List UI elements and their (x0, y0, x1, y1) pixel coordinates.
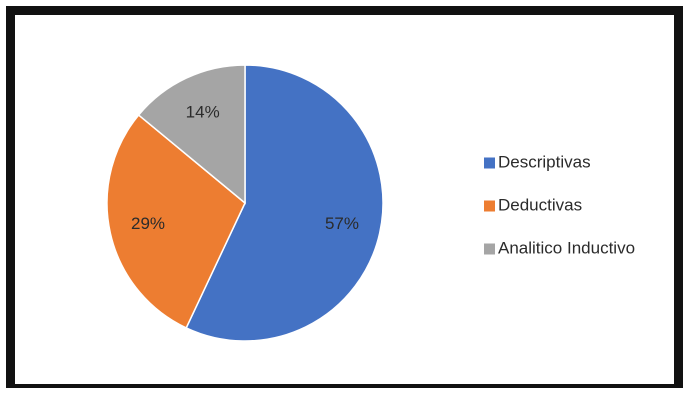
pie-data-labels: 57% 29% 14% (131, 103, 359, 234)
pie-slice-1 (185, 64, 384, 342)
legend-label-2: Deductivas (498, 195, 582, 214)
legend-swatch-3 (484, 243, 495, 255)
pie-slice-2 (106, 113, 246, 329)
legend: Descriptivas Deductivas Analitico Inductiv… (484, 152, 635, 257)
legend-label-3: Analitico Inductivo (498, 238, 635, 257)
data-label-2: 29% (131, 214, 165, 233)
pie-slices (106, 64, 384, 342)
data-label-1: 57% (325, 214, 359, 233)
pie-slice-3 (137, 64, 246, 205)
legend-swatch-1 (484, 157, 495, 169)
data-label-3: 14% (186, 103, 220, 122)
legend-swatch-2 (484, 200, 495, 212)
legend-label-1: Descriptivas (498, 152, 591, 171)
